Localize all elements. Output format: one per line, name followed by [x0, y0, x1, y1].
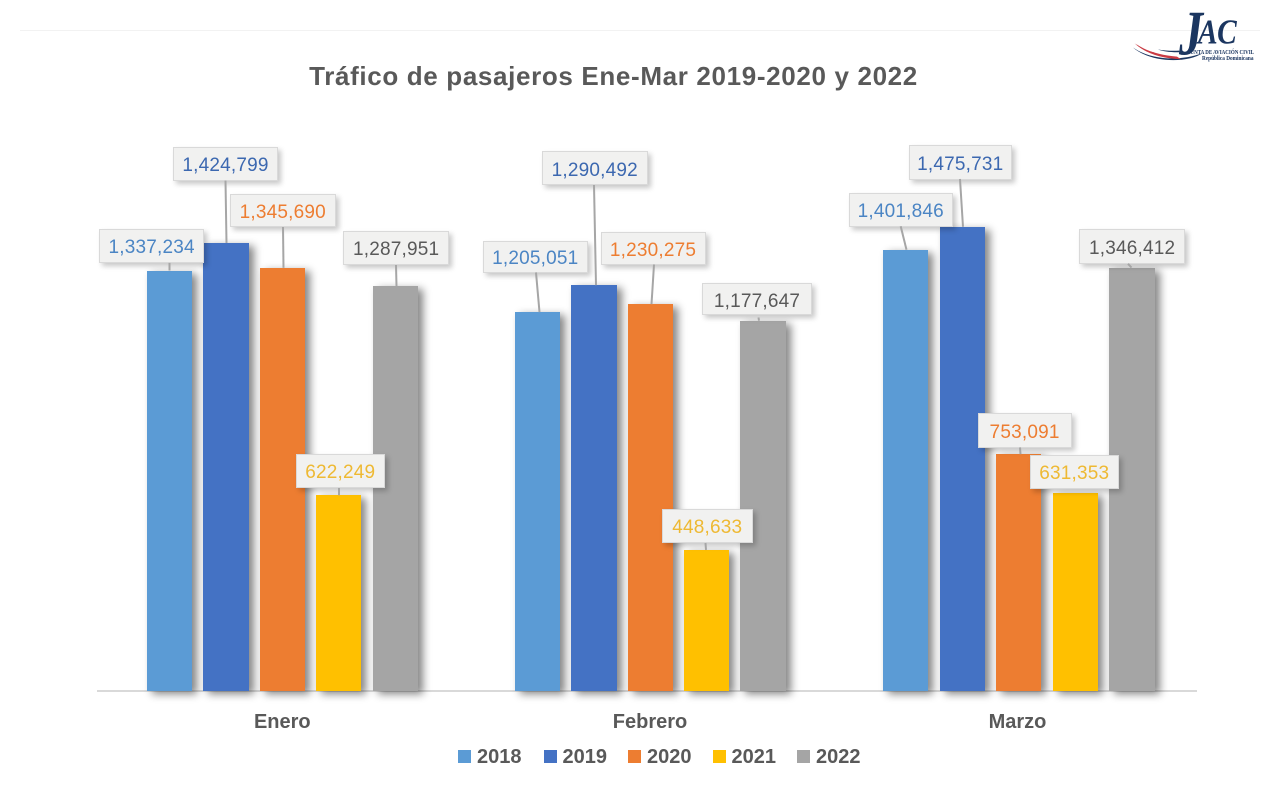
svg-text:República Dominicana: República Dominicana: [1202, 56, 1254, 62]
svg-text:AC: AC: [1196, 12, 1237, 51]
svg-text:JUNTA DE AVIACIÓN CIVIL: JUNTA DE AVIACIÓN CIVIL: [1188, 48, 1254, 56]
